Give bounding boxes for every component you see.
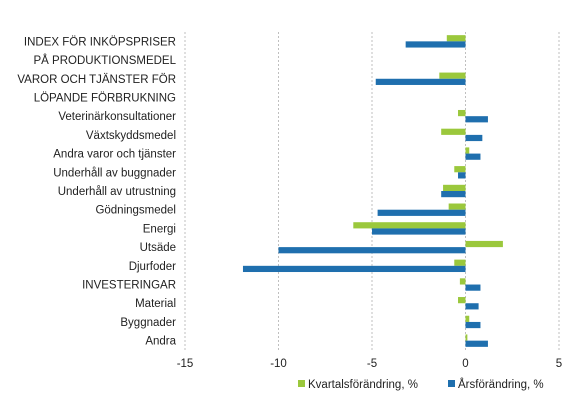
category-label: INDEX FÖR INKÖPSPRISER <box>24 36 176 48</box>
annual-change-bar <box>242 265 466 273</box>
annual-change-bar <box>377 209 466 216</box>
bars <box>242 35 503 347</box>
quarterly-change-bar <box>454 259 466 266</box>
category-label: Andra varor och tjänster <box>53 149 176 161</box>
quarterly-change-bar <box>443 184 466 191</box>
quarterly-change-bar <box>465 334 468 341</box>
category-labels: INDEX FÖR INKÖPSPRISER PÅ PRODUKTIONSMEDE… <box>17 36 176 347</box>
x-tick-label: 5 <box>556 358 562 370</box>
annual-change-bar <box>465 134 483 142</box>
category-label: Energi <box>143 223 176 235</box>
quarterly-change-bar <box>459 278 466 285</box>
x-axis-ticks: -15 -10 -5 0 5 <box>177 358 563 370</box>
legend-swatch-annual <box>448 380 455 387</box>
annual-change-bar <box>372 228 466 235</box>
legend: Kvartalsförändring, % Årsförändring, % <box>298 378 544 391</box>
category-label: Material <box>135 298 176 310</box>
category-label: Andra <box>145 336 176 348</box>
annual-change-bar <box>458 172 466 179</box>
annual-change-bar <box>465 284 481 291</box>
quarterly-change-bar <box>448 203 466 210</box>
quarterly-change-bar <box>458 297 466 304</box>
annual-change-bar <box>441 191 466 198</box>
quarterly-change-bar <box>441 128 466 135</box>
category-label: Gödningsmedel <box>95 205 176 217</box>
annual-change-bar <box>465 153 481 160</box>
category-label: Växtskyddsmedel <box>86 130 176 142</box>
x-tick-label: 0 <box>462 358 468 370</box>
category-label: Utsäde <box>140 242 176 254</box>
category-label: Underhåll av buggnader <box>53 167 176 179</box>
annual-change-bar <box>465 303 479 310</box>
category-label: Djurfoder <box>129 261 176 273</box>
quarterly-change-bar <box>458 109 466 117</box>
x-tick-label: -5 <box>367 358 377 370</box>
annual-change-bar <box>465 340 488 347</box>
legend-label-quarterly: Kvartalsförändring, % <box>308 379 418 391</box>
annual-change-bar <box>405 41 466 48</box>
category-label: VAROR OCH TJÄNSTER FÖR <box>17 74 176 86</box>
legend-swatch-quarterly <box>298 380 305 387</box>
category-label: Byggnader <box>120 317 176 329</box>
quarterly-change-bar <box>465 240 503 248</box>
annual-change-bar <box>278 247 466 254</box>
category-label: LÖPANDE FÖRBRUKNING <box>34 92 176 104</box>
quarterly-change-bar <box>465 315 470 322</box>
quarterly-change-bar <box>446 35 466 42</box>
x-tick-label: -15 <box>177 358 194 370</box>
annual-change-bar <box>375 78 466 85</box>
annual-change-bar <box>465 321 481 329</box>
quarterly-change-bar <box>353 222 466 229</box>
annual-change-bar <box>465 116 488 123</box>
quarterly-change-bar <box>465 147 470 154</box>
category-label: Veterinärkonsultationer <box>58 111 176 123</box>
quarterly-change-bar <box>439 72 466 79</box>
x-tick-label: -10 <box>270 358 287 370</box>
gridlines <box>184 32 560 350</box>
legend-label-annual: Årsförändring, % <box>458 378 544 391</box>
category-label: Underhåll av utrustning <box>58 186 176 198</box>
quarterly-change-bar <box>454 166 466 173</box>
category-label: PÅ PRODUKTIONSMEDEL <box>34 54 177 67</box>
category-label: INVESTERINGAR <box>82 280 176 292</box>
